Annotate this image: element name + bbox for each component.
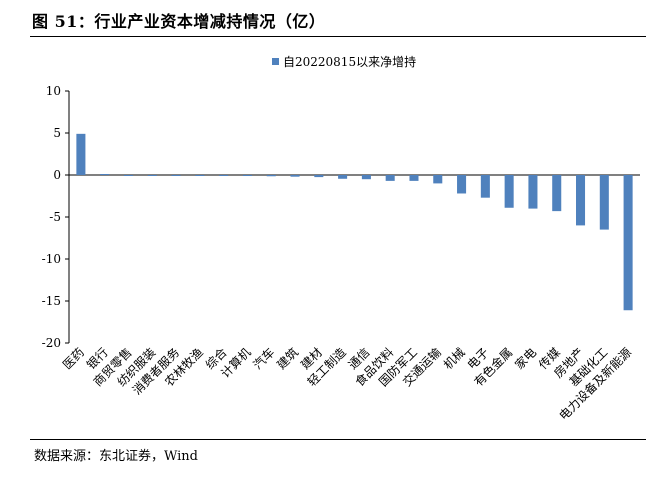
legend-label: 自20220815以来净增持 <box>283 54 416 69</box>
bar-20 <box>552 175 562 212</box>
x-tick-label: 医药 <box>60 345 87 372</box>
bar-10 <box>314 175 324 178</box>
bar-23 <box>623 175 633 311</box>
y-tick-label: -20 <box>42 336 61 350</box>
bar-22 <box>599 175 609 230</box>
x-tick-label: 汽车 <box>250 345 278 373</box>
bar-17 <box>480 175 490 198</box>
bar-18 <box>504 175 514 208</box>
bar-7 <box>242 175 252 177</box>
chart-x-labels: 医药银行商贸零售纺织服装消费者服务农林牧渔综合计算机汽车建筑建材轻工制造通信食品… <box>60 345 634 423</box>
bar-9 <box>290 175 300 177</box>
bar-0 <box>76 133 86 175</box>
bar-3 <box>147 175 157 176</box>
bar-chart: 10 5 0 -5 -10 -15 -20 医药银行商贸零售纺织服装消费者服务农林牧渔综合计… <box>42 54 640 423</box>
chart-bars <box>76 133 633 311</box>
figure-title: 图 51：行业产业资本增减持情况（亿） <box>32 12 326 31</box>
bar-5 <box>195 175 205 176</box>
bar-4 <box>171 175 181 176</box>
top-rule <box>30 36 646 37</box>
y-tick-label: 0 <box>53 168 61 182</box>
bar-15 <box>433 175 443 184</box>
chart-legend: 自20220815以来净增持 <box>272 54 416 69</box>
bar-13 <box>385 175 395 181</box>
y-tick-label: -5 <box>49 210 61 224</box>
x-tick-label: 机械 <box>440 345 468 373</box>
legend-swatch <box>272 58 279 65</box>
x-tick-label: 建筑 <box>274 345 302 373</box>
bar-16 <box>457 175 467 194</box>
y-tick-label: 10 <box>46 84 61 98</box>
bar-1 <box>100 174 110 175</box>
bar-11 <box>338 175 348 179</box>
bar-8 <box>266 175 276 177</box>
bar-14 <box>409 175 419 181</box>
bar-19 <box>528 175 538 209</box>
y-tick-label: -15 <box>42 294 61 308</box>
y-tick-label: 5 <box>53 126 61 140</box>
chart-axes: 10 5 0 -5 -10 -15 -20 <box>42 84 640 350</box>
x-tick-label: 家电 <box>511 345 539 373</box>
bar-6 <box>219 175 229 176</box>
bar-2 <box>123 175 133 176</box>
y-tick-label: -10 <box>42 252 61 266</box>
bar-12 <box>361 175 371 180</box>
bar-21 <box>576 175 586 226</box>
source-note: 数据来源：东北证券，Wind <box>34 449 198 464</box>
bottom-rule <box>30 439 646 440</box>
